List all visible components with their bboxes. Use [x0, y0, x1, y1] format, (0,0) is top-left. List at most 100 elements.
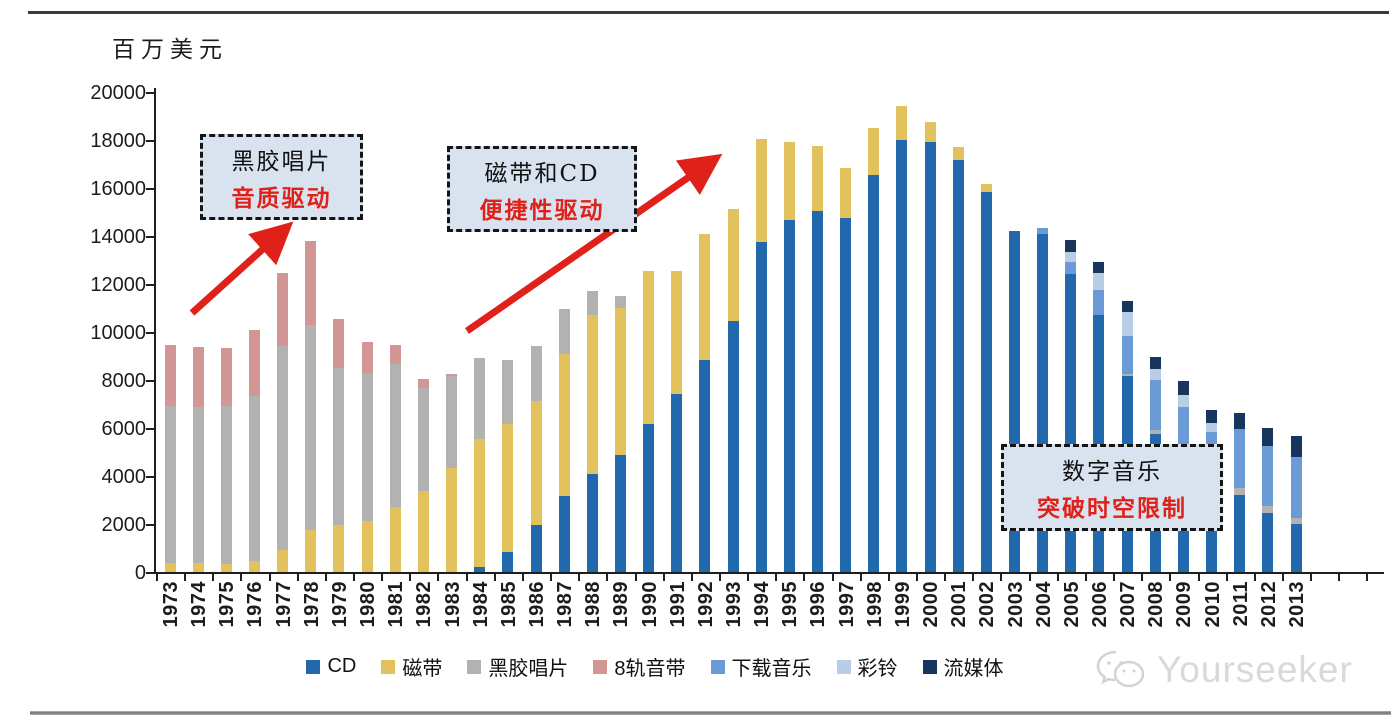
x-axis-label-2011: 2011 [1229, 581, 1252, 627]
segment-下载音乐-2006 [1093, 290, 1105, 316]
x-axis-tick [747, 574, 750, 581]
segment-流媒体-2010 [1206, 409, 1217, 424]
segment-黑胶唱片-2008 [1149, 430, 1161, 434]
x-axis-tick [493, 574, 496, 581]
legend-label-黑胶唱片: 黑胶唱片 [488, 658, 569, 680]
segment-磁带-1991 [671, 270, 683, 394]
x-axis-label-1982: 1982 [413, 581, 436, 628]
segment-磁带-1983 [446, 467, 457, 572]
x-axis-label-1997: 1997 [835, 581, 858, 628]
callout-digital-subtitle: 突破时空限制 [1037, 495, 1187, 522]
x-axis-label-1977: 1977 [272, 581, 295, 628]
x-axis-tick [465, 574, 468, 581]
segment-CD-1987 [558, 496, 570, 572]
bar-1999 [896, 105, 908, 572]
bar-1993 [727, 208, 739, 572]
x-axis-tick [634, 574, 637, 581]
x-axis-tick [1197, 574, 1200, 581]
x-axis-tick [718, 574, 721, 581]
segment-磁带-1998 [868, 128, 880, 176]
x-axis-label-1980: 1980 [357, 581, 379, 628]
legend-item-CD: CD [306, 655, 356, 678]
x-axis-label-2006: 2006 [1088, 581, 1111, 628]
legend-swatch-彩铃 [836, 659, 851, 674]
y-axis-tick [146, 92, 154, 94]
x-axis-label-1981: 1981 [385, 581, 408, 628]
segment-磁带-1996 [811, 146, 823, 211]
x-axis-tick [1366, 574, 1369, 581]
y-axis-tick-label: 16000 [90, 178, 146, 200]
x-axis-label-2000: 2000 [920, 581, 942, 628]
y-axis-tick [146, 332, 154, 334]
x-axis-tick [240, 574, 243, 581]
segment-CD-2000 [924, 141, 936, 572]
bar-1979 [333, 318, 345, 572]
bar-1988 [586, 290, 598, 572]
y-axis-tick [146, 284, 154, 286]
segment-下载音乐-2011 [1234, 429, 1246, 489]
segment-黑胶唱片-1977 [277, 346, 289, 551]
segment-CD-1985 [502, 551, 514, 572]
y-axis-tick-label: 2000 [101, 514, 147, 536]
bar-1990 [643, 270, 654, 572]
segment-彩铃-2007 [1121, 312, 1133, 336]
segment-下载音乐-2012 [1262, 445, 1274, 506]
segment-CD-2010 [1206, 490, 1217, 572]
segment-磁带-1992 [699, 233, 711, 360]
bar-2002 [980, 184, 992, 572]
segment-磁带-1980 [361, 521, 373, 572]
x-axis-tick [662, 574, 665, 581]
callout-digital-title: 数字音乐 [1062, 459, 1162, 485]
segment-CD-1996 [811, 210, 823, 572]
segment-CD-1989 [614, 455, 626, 572]
segment-流媒体-2013 [1290, 436, 1302, 457]
bar-2012 [1262, 427, 1274, 572]
bar-2013 [1290, 436, 1302, 572]
x-axis-line [154, 572, 1384, 574]
segment-彩铃-2008 [1149, 368, 1161, 381]
segment-磁带-1986 [530, 401, 542, 525]
segment-磁带-1999 [896, 105, 908, 141]
bar-1983 [446, 374, 457, 572]
segment-黑胶唱片-2012 [1262, 505, 1274, 514]
x-axis-label-2010: 2010 [1201, 581, 1224, 628]
x-axis-tick [437, 574, 440, 581]
watermark: Yourseeker [1095, 648, 1353, 692]
y-axis-tick-label: 0 [134, 562, 146, 584]
x-axis-tick [296, 574, 299, 581]
y-axis-tick-label: 14000 [90, 226, 146, 248]
bar-2003 [1009, 231, 1020, 572]
bar-1987 [558, 308, 570, 572]
bar-1982 [417, 379, 429, 572]
segment-磁带-1995 [783, 142, 795, 221]
y-axis-tick [146, 428, 154, 430]
y-axis-tick-label: 18000 [90, 130, 146, 152]
x-axis-tick [944, 574, 947, 581]
wechat-icon [1096, 650, 1145, 688]
segment-下载音乐-2008 [1149, 380, 1161, 431]
x-axis-label-1976: 1976 [244, 581, 267, 628]
segment-黑胶唱片-1983 [446, 375, 457, 468]
segment-黑胶唱片-1975 [220, 406, 232, 564]
segment-黑胶唱片-2013 [1290, 518, 1302, 525]
legend-label-流媒体: 流媒体 [943, 658, 1004, 680]
segment-黑胶唱片-1988 [586, 290, 598, 315]
segment-8轨音带-1977 [277, 273, 289, 347]
segment-黑胶唱片-1982 [417, 388, 429, 492]
segment-CD-1988 [586, 474, 598, 572]
legend-swatch-流媒体 [922, 659, 937, 674]
segment-黑胶唱片-1974 [192, 406, 204, 563]
legend-swatch-磁带 [381, 659, 396, 674]
segment-黑胶唱片-1979 [333, 368, 345, 526]
x-axis-tick [212, 574, 215, 581]
segment-磁带-1990 [643, 270, 654, 425]
segment-磁带-1993 [727, 208, 739, 322]
segment-CD-2006 [1093, 315, 1105, 572]
bar-2011 [1234, 412, 1246, 572]
segment-黑胶唱片-1976 [248, 395, 260, 562]
segment-彩铃-2010 [1206, 423, 1217, 432]
y-axis-tick-label: 20000 [90, 82, 146, 104]
legend-label-磁带: 磁带 [402, 658, 443, 680]
y-axis-tick [146, 380, 154, 382]
segment-黑胶唱片-1984 [474, 358, 486, 439]
